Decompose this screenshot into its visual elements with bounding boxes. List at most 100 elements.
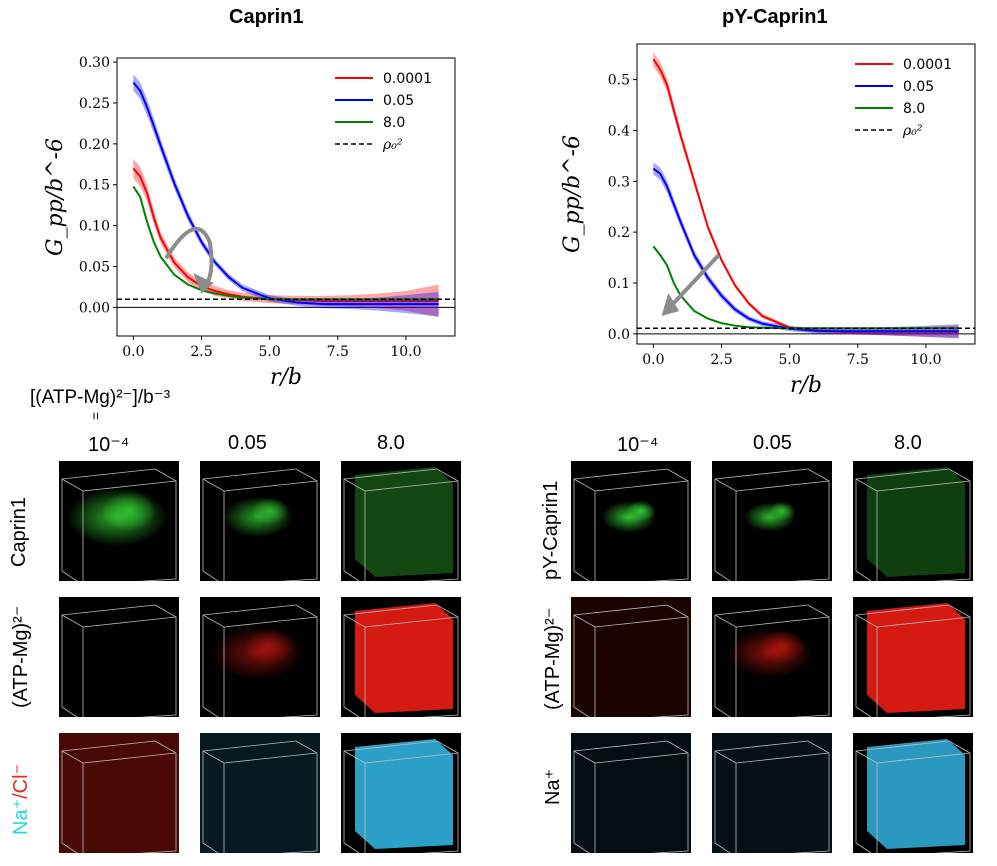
left-tile-r1-c2 [200, 461, 320, 581]
right-row-label-ions: Na⁺ [542, 768, 564, 805]
equals-sign: = [88, 411, 105, 421]
y-tick-label: 0.0 [608, 327, 630, 343]
wireframe-cube [61, 740, 177, 853]
y-axis-label: G_pp/b^-6 [43, 138, 68, 256]
right-chart-title: pY-Caprin1 [722, 6, 828, 28]
cl-ion-label: Cl⁻ [10, 763, 32, 794]
left-col-label-3: 8.0 [377, 432, 405, 454]
legend-label-0.0001: 0.0001 [383, 71, 432, 87]
wireframe-cube [855, 740, 971, 853]
left-tile-r2-c2 [200, 597, 320, 717]
left-chart-title: Caprin1 [229, 6, 304, 28]
y-tick-label: 0.30 [79, 55, 110, 71]
wireframe-cube [573, 468, 689, 581]
left-tile-r3-c1 [59, 733, 179, 853]
density-blob [251, 497, 289, 525]
y-tick-label: 0.10 [79, 219, 110, 235]
right-row-label-atp: (ATP-Mg)²⁻ [542, 607, 564, 710]
y-tick-label: 0.1 [608, 276, 630, 292]
wireframe-cube [343, 740, 459, 853]
x-tick-label: 7.5 [847, 352, 869, 368]
series-line-0.05 [652, 167, 959, 333]
wireframe-cube [343, 604, 459, 717]
x-tick-label: 0.0 [122, 344, 144, 360]
x-tick-label: 10.0 [910, 352, 941, 368]
trend-arrow-shaft [164, 227, 214, 289]
x-tick-label: 0.0 [642, 352, 664, 368]
y-tick-label: 0.15 [79, 178, 110, 194]
legend-label-8.0: 8.0 [383, 115, 405, 131]
density-blob [768, 501, 796, 521]
density-blob [101, 491, 157, 531]
x-tick-label: 5.0 [779, 352, 801, 368]
series-band-0.05 [653, 162, 959, 339]
trend-arrow-head [193, 273, 214, 294]
left-tile-r1-c3 [341, 461, 461, 581]
legend-label-0.0001: 0.0001 [903, 57, 952, 73]
trend-arrow-shaft [669, 253, 721, 308]
right-col-label-2: 0.05 [753, 432, 792, 454]
density-volume [712, 733, 832, 853]
right-tile-r3-c2 [712, 733, 832, 853]
x-tick-label: 10.0 [390, 344, 421, 360]
y-tick-label: 0.4 [608, 123, 630, 139]
left-col-label-1: 10⁻⁴ [88, 434, 130, 456]
series-line-0.0001 [132, 167, 439, 302]
plot-area [637, 52, 975, 339]
y-axis-label: G_pp/b^-6 [560, 135, 585, 253]
density-volume [355, 603, 453, 713]
right-tile-r2-c1 [571, 597, 691, 717]
left-row-label-protein: Caprin1 [8, 496, 30, 567]
concentration-header: [(ATP-Mg)²⁻]/b⁻³ [30, 387, 171, 408]
right-tile-r1-c2 [712, 461, 832, 581]
wireframe-cube [202, 740, 318, 853]
x-tick-label: 2.5 [190, 344, 212, 360]
density-blob [244, 629, 296, 665]
chart-caprin1: 0.0 2.5 5.0 7.5 10.0 0.00 0.05 0.10 0.15 0.20 0.25… [43, 55, 456, 390]
wireframe-cube [573, 740, 689, 853]
y-tick-label: 0.05 [79, 260, 110, 276]
legend-label-reference: ρ₀² [902, 123, 923, 139]
right-tile-r2-c3 [853, 597, 973, 717]
right-tile-r2-c2 [712, 597, 832, 717]
wireframe-cube [61, 604, 177, 717]
y-tick-label: 0.3 [608, 174, 630, 190]
slash-label: / [10, 793, 32, 799]
wireframe-cube [855, 604, 971, 717]
trend-arrow-head [661, 293, 680, 317]
right-col-label-3: 8.0 [894, 432, 922, 454]
y-tick-label: 0.00 [79, 300, 110, 316]
right-tile-r3-c1 [571, 733, 691, 853]
series-line-0.05 [132, 81, 439, 306]
density-volume [867, 603, 965, 713]
right-tile-r1-c3 [853, 461, 973, 581]
right-col-label-1: 10⁻⁴ [617, 434, 659, 456]
right-row-label-protein: pY-Caprin1 [540, 480, 562, 580]
wireframe-cube [573, 604, 689, 717]
x-tick-label: 5.0 [259, 344, 281, 360]
wireframe-cube [343, 468, 459, 581]
legend-label-0.05: 0.05 [383, 93, 414, 109]
series-line-8.0 [132, 185, 439, 301]
x-tick-label: 7.5 [327, 344, 349, 360]
wireframe-cube [61, 468, 177, 581]
wireframe-cube [714, 740, 830, 853]
legend-label-reference: ρ₀² [382, 137, 403, 153]
left-tile-r2-c3 [341, 597, 461, 717]
left-tile-r1-c1 [59, 461, 179, 581]
density-volume [571, 597, 691, 717]
left-row-label-ions: Na⁺/Cl⁻ [8, 764, 33, 835]
x-tick-label: 2.5 [710, 352, 732, 368]
plot-frame [636, 43, 976, 345]
density-volume [571, 733, 691, 853]
y-tick-label: 0.2 [608, 225, 630, 241]
legend-label-8.0: 8.0 [903, 101, 925, 117]
density-volume [59, 733, 179, 853]
right-tile-r1-c1 [571, 461, 691, 581]
density-volume [867, 739, 965, 849]
density-blob [758, 630, 806, 664]
series-line-8.0 [652, 245, 959, 330]
x-axis-label: r/b [790, 373, 822, 398]
right-tile-r3-c3 [853, 733, 973, 853]
density-volume [355, 739, 453, 849]
